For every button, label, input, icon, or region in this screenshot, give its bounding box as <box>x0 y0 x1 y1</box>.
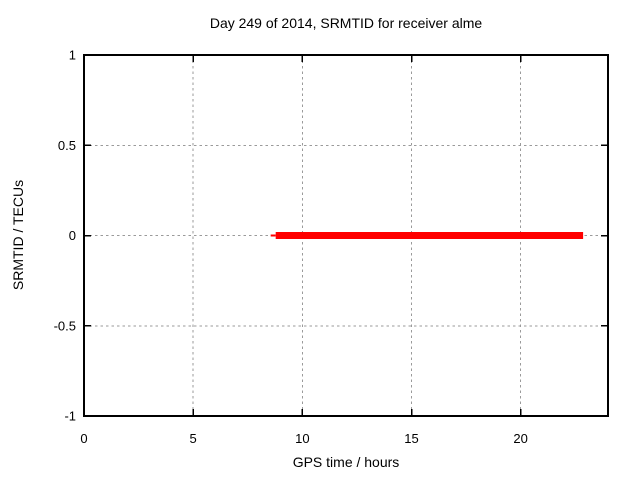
y-tick-label: -0.5 <box>54 318 76 333</box>
y-tick-label: -1 <box>64 409 76 424</box>
x-tick-label: 5 <box>190 431 197 446</box>
x-tick-label: 10 <box>295 431 309 446</box>
x-tick-label: 20 <box>513 431 527 446</box>
x-tick-label: 15 <box>404 431 418 446</box>
y-tick-label: 0 <box>69 228 76 243</box>
chart-title: Day 249 of 2014, SRMTID for receiver alm… <box>209 15 483 31</box>
y-tick-label: 0.5 <box>58 138 76 153</box>
y-tick-label: 1 <box>69 48 76 63</box>
x-axis-label: GPS time / hours <box>292 454 400 470</box>
x-tick-label: 0 <box>80 431 87 446</box>
